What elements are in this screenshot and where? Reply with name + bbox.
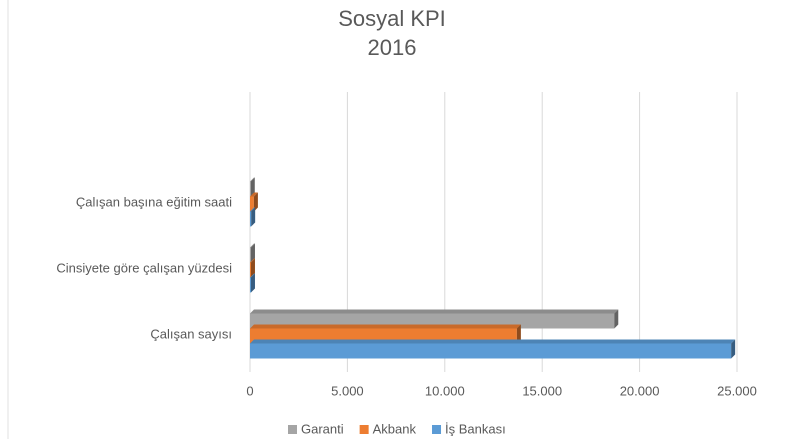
legend-label: İş Bankası [445,421,506,436]
bar [250,247,251,263]
bar [250,277,251,293]
bar-top [250,273,255,278]
bar-top [250,324,521,329]
legend-label: Akbank [373,421,417,436]
legend-swatch [288,425,297,434]
bar [250,343,732,359]
x-tick-label: 0 [246,383,253,398]
bar-side [250,177,255,197]
bar-top [250,192,258,197]
bar-side [731,339,736,359]
x-tick-label: 10.000 [425,383,465,398]
bar [250,181,251,197]
y-tick-label: Çalışan sayısı [150,326,232,341]
y-tick-label: Çalışan başına eğitim saati [76,194,232,209]
x-tick-label: 20.000 [620,383,660,398]
bar-side [250,243,255,263]
bar-top [250,309,619,314]
bar-side [251,207,256,227]
bar-side [614,309,619,329]
bar-top [250,207,256,212]
bar-top [250,339,736,344]
chart-title: Sosyal KPI [338,6,446,31]
legend-swatch [432,425,442,434]
bar [250,262,251,278]
bar [250,211,252,227]
x-tick-label: 15.000 [522,383,562,398]
bar-side [250,258,255,278]
bar [250,196,254,212]
chart-subtitle: 2016 [368,35,417,60]
x-tick-label: 5.000 [331,383,364,398]
bar-side [253,192,258,212]
bar-top [250,243,255,248]
bar-top [250,177,255,182]
legend-swatch [359,425,369,434]
bar-side [516,324,521,344]
y-tick-label: Cinsiyete göre çalışan yüzdesi [56,260,232,275]
x-tick-label: 25.000 [717,383,757,398]
legend-label: Garanti [301,421,344,436]
bar-top [250,258,255,263]
bar-side [250,273,255,293]
